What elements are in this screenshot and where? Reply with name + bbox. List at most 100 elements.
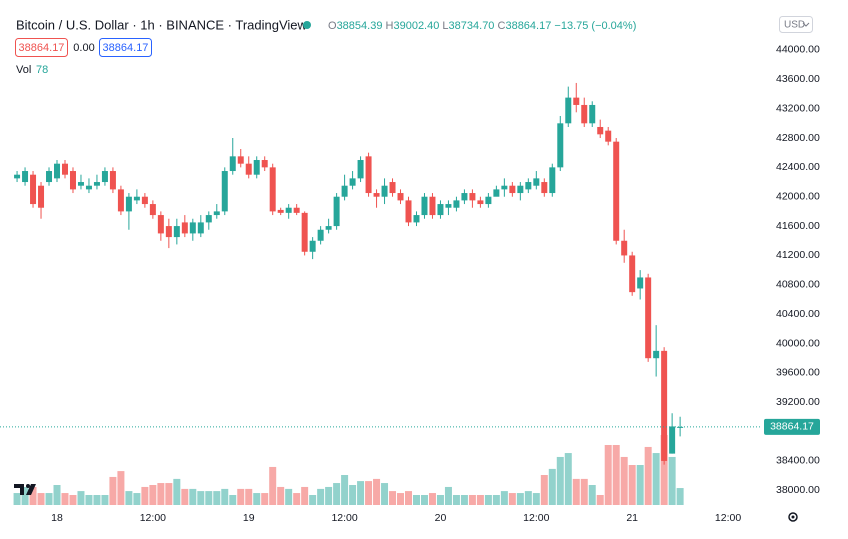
- candle-body: [149, 204, 156, 216]
- candle-body: [237, 156, 244, 164]
- volume-bar: [412, 495, 420, 505]
- volume-bar: [540, 475, 548, 505]
- sell-button[interactable]: [15, 38, 68, 57]
- ohlc-letter: C: [498, 20, 506, 32]
- candle-body: [101, 171, 108, 183]
- volume-bar: [221, 488, 229, 505]
- volume-bar: [524, 491, 532, 505]
- candle-body: [349, 178, 356, 186]
- candle-body: [261, 160, 268, 168]
- volume-bar: [381, 483, 389, 505]
- buy-button[interactable]: [99, 38, 152, 57]
- volume-bar: [389, 491, 397, 505]
- volume-bar: [636, 465, 644, 505]
- candle-body: [573, 97, 580, 105]
- candle-body: [54, 163, 61, 179]
- volume-bar: [69, 495, 77, 505]
- volume-bar: [405, 491, 413, 505]
- candle-body: [613, 141, 620, 241]
- y-tick-label: 40000.00: [776, 337, 820, 349]
- volume-bar: [397, 493, 405, 505]
- volume-bar: [500, 491, 508, 505]
- candle-body: [645, 277, 652, 359]
- candle-body: [669, 426, 676, 454]
- candle-body: [141, 196, 148, 205]
- candle-body: [413, 215, 420, 223]
- candle-body: [61, 163, 68, 175]
- volume-bar: [229, 495, 237, 505]
- volume-bar: [205, 491, 213, 505]
- volume-bar: [285, 488, 293, 505]
- y-tick-label: 42800.00: [776, 132, 820, 144]
- volume-bar: [301, 486, 309, 505]
- candle-body: [421, 196, 428, 216]
- currency-button[interactable]: [779, 16, 813, 33]
- candle-body: [357, 160, 364, 179]
- volume-bar: [452, 495, 460, 505]
- candle-body: [317, 229, 324, 241]
- volume-bar: [460, 495, 468, 505]
- volume-bar: [444, 486, 452, 505]
- buy-price[interactable]: 38864.17: [103, 42, 149, 54]
- candle-body: [69, 171, 76, 190]
- ohlc-value: 38864.17: [505, 20, 551, 32]
- candle-body: [285, 207, 292, 213]
- x-tick-label: 18: [51, 512, 63, 524]
- x-tick-label: 12:00: [331, 512, 357, 524]
- volume-bar: [149, 485, 157, 505]
- candle-body: [589, 104, 596, 124]
- last-price-box: [764, 418, 820, 435]
- volume-bar: [341, 475, 349, 505]
- candle-body: [197, 222, 204, 234]
- volume-bar: [93, 495, 101, 505]
- candle-body: [525, 182, 532, 190]
- volume-bar: [125, 491, 133, 505]
- candle-body: [77, 182, 84, 186]
- candle-body: [453, 200, 460, 208]
- plot: 38000.0038400.0038800.0039200.0039600.00…: [0, 44, 820, 524]
- volume-bar: [45, 493, 53, 505]
- currency-label[interactable]: USD: [784, 20, 805, 31]
- y-tick-label: 42000.00: [776, 190, 820, 202]
- candle-body: [389, 182, 396, 194]
- candle-body: [133, 196, 140, 201]
- volume-bar: [117, 471, 125, 505]
- candle-body: [14, 174, 21, 179]
- volume-bar: [428, 493, 436, 505]
- volume-bar: [245, 488, 253, 505]
- x-tick-label: 12:00: [523, 512, 549, 524]
- candle-body: [381, 185, 388, 197]
- candle-body: [517, 185, 524, 194]
- y-tick-label: 41600.00: [776, 220, 820, 232]
- candle-body: [373, 193, 380, 197]
- candle-body: [333, 196, 340, 227]
- y-tick-label: 42400.00: [776, 161, 820, 173]
- sell-price[interactable]: 38864.17: [19, 42, 65, 54]
- volume-bar: [349, 485, 357, 505]
- candle-body: [477, 200, 484, 205]
- volume-value: 78: [36, 64, 48, 76]
- x-tick-label: 12:00: [140, 512, 166, 524]
- candle-body: [277, 209, 284, 213]
- volume-bar: [556, 456, 564, 505]
- spread: 0.00: [73, 42, 94, 54]
- x-tick-label: 19: [243, 512, 255, 524]
- volume-bar: [668, 456, 676, 505]
- volume-bar: [317, 488, 325, 505]
- candle-body: [181, 222, 188, 234]
- volume-bar: [293, 493, 301, 505]
- volume-bar: [492, 495, 500, 505]
- candle-body: [93, 182, 100, 186]
- candle-body: [157, 215, 164, 234]
- settings-icon[interactable]: [788, 512, 798, 522]
- volume-bar: [253, 493, 261, 505]
- volume-label: Vol: [16, 64, 31, 76]
- x-tick-label: 21: [626, 512, 638, 524]
- candle-body: [485, 196, 492, 205]
- volume-bar: [484, 495, 492, 505]
- volume-bar: [532, 493, 540, 505]
- volume-bar: [325, 486, 333, 505]
- volume-bar: [564, 453, 572, 505]
- candle-body: [293, 207, 300, 213]
